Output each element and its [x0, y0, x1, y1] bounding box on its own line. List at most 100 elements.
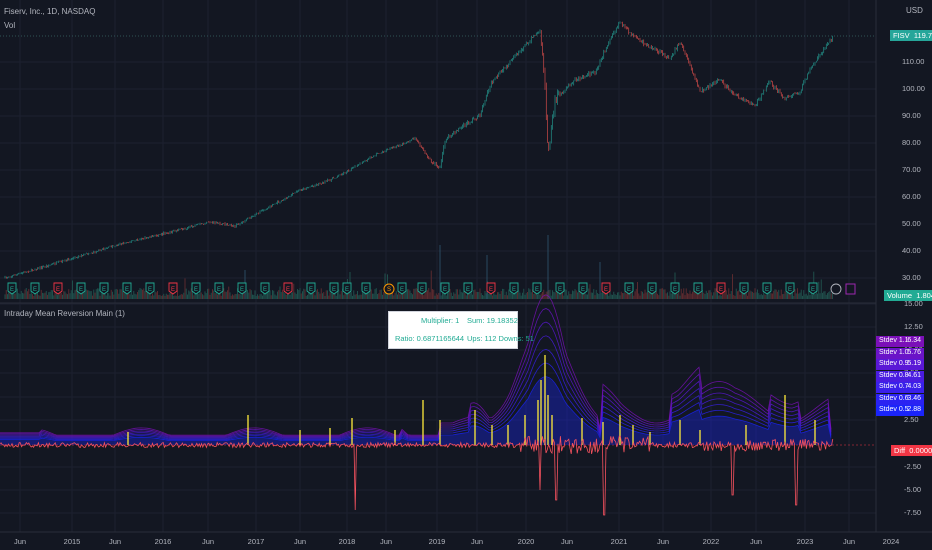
earnings-marker[interactable]: E — [361, 282, 371, 295]
earnings-marker[interactable]: E — [808, 282, 818, 295]
earnings-marker[interactable]: E — [329, 282, 339, 295]
time-tick: Jun — [201, 537, 215, 546]
last-price-value: 119.72 — [913, 31, 932, 40]
symbol-title[interactable]: Fiserv, Inc., 1D, NASDAQ — [4, 7, 96, 16]
price-tick: 70.00 — [902, 165, 921, 174]
stdev-legend-item: Stdev 0.6 3.46 — [876, 393, 924, 405]
earnings-marker[interactable]: E — [191, 282, 201, 295]
earnings-marker[interactable]: E — [785, 282, 795, 295]
volume-tag-value: 1.804M — [916, 291, 932, 300]
earnings-marker[interactable]: E — [762, 282, 772, 295]
stdev-label: Stdev 1.0 — [879, 348, 909, 356]
earnings-marker[interactable]: E — [342, 282, 352, 295]
stdev-label: Stdev 0.6 — [879, 394, 909, 402]
earnings-marker[interactable]: S — [383, 283, 395, 295]
earnings-marker[interactable] — [830, 283, 842, 295]
time-tick: 2015 — [63, 537, 81, 546]
earnings-marker-label: E — [345, 287, 349, 293]
earnings-marker[interactable]: E — [122, 282, 132, 295]
earnings-marker-label: E — [650, 287, 654, 293]
time-tick: Jun — [108, 537, 122, 546]
stdev-value: 5.76 — [907, 348, 921, 356]
time-tick: Jun — [13, 537, 27, 546]
indicator-title[interactable]: Intraday Mean Reversion Main (1) — [4, 309, 125, 318]
earnings-marker-label: E — [719, 287, 723, 293]
stdev-value: 5.19 — [907, 360, 921, 367]
earnings-marker[interactable]: E — [647, 282, 657, 295]
earnings-marker[interactable]: E — [578, 282, 588, 295]
price-tick: 40.00 — [902, 246, 921, 255]
volume-tag-label: Volume — [887, 291, 913, 300]
earnings-marker-label: E — [466, 287, 470, 293]
earnings-marker[interactable]: E — [397, 282, 407, 295]
earnings-marker-label: E — [240, 287, 244, 293]
price-tick: 30.00 — [902, 273, 921, 282]
diff-line — [0, 435, 834, 516]
stdev-band — [0, 348, 832, 440]
earnings-marker[interactable]: E — [99, 282, 109, 295]
earnings-marker-label: E — [673, 287, 677, 293]
earnings-marker-label: E — [512, 287, 516, 293]
earnings-marker[interactable]: E — [670, 282, 680, 295]
time-tick: Jun — [293, 537, 307, 546]
earnings-marker[interactable]: E — [739, 282, 749, 295]
diff-tag-label: Diff — [894, 446, 906, 455]
earnings-marker-label: E — [56, 287, 60, 293]
price-tick: 100.00 — [902, 84, 925, 93]
earnings-marker[interactable]: E — [283, 282, 293, 295]
stdev-legend-item: Stdev 0.8 4.61 — [876, 370, 924, 382]
stdev-label: Stdev 0.7 — [879, 383, 909, 390]
earnings-marker[interactable]: E — [30, 282, 40, 295]
stdev-label: Stdev 0.9 — [879, 360, 909, 367]
earnings-marker[interactable]: E — [417, 282, 427, 295]
earnings-marker[interactable]: E — [601, 282, 611, 295]
volume-tag: Volume 1.804M — [884, 290, 932, 301]
earnings-marker[interactable]: E — [624, 282, 634, 295]
stdev-legend-item: Stdev 0.9 5.19 — [876, 359, 924, 370]
earnings-marker[interactable]: E — [306, 282, 316, 295]
stdev-value: 3.46 — [907, 394, 921, 402]
earnings-marker[interactable]: E — [145, 282, 155, 295]
earnings-marker[interactable]: E — [509, 282, 519, 295]
earnings-marker-label: E — [125, 287, 129, 293]
earnings-marker-label: E — [400, 287, 404, 293]
earnings-marker[interactable]: E — [486, 282, 496, 295]
earnings-marker[interactable]: E — [693, 282, 703, 295]
earnings-marker-label: E — [171, 287, 175, 293]
currency-label: USD — [906, 6, 923, 15]
earnings-marker-label: E — [788, 287, 792, 293]
earnings-marker[interactable]: E — [7, 282, 17, 295]
stdev-label: Stdev 1.1 — [879, 337, 909, 344]
earnings-marker[interactable]: E — [53, 282, 63, 295]
earnings-marker[interactable]: E — [440, 282, 450, 295]
earnings-marker-label: S — [387, 287, 391, 293]
earnings-marker[interactable]: E — [532, 282, 542, 295]
volume-legend[interactable]: Vol — [4, 21, 16, 30]
earnings-marker[interactable]: E — [555, 282, 565, 295]
stdev-band — [0, 308, 832, 437]
stdev-value: 6.34 — [907, 337, 921, 344]
price-tick: 60.00 — [902, 192, 921, 201]
earnings-marker-label: E — [33, 287, 37, 293]
earnings-marker-label: E — [765, 287, 769, 293]
earnings-marker[interactable]: E — [168, 282, 178, 295]
earnings-marker[interactable]: E — [463, 282, 473, 295]
earnings-marker[interactable]: E — [716, 282, 726, 295]
time-tick: 2017 — [247, 537, 265, 546]
stdev-label: Stdev 0.5 — [879, 406, 909, 413]
earnings-marker[interactable]: E — [76, 282, 86, 295]
stats-ratio: Ratio: 0.6871165644 — [395, 334, 465, 343]
earnings-marker[interactable]: E — [237, 282, 247, 295]
time-tick: 2020 — [517, 537, 535, 546]
earnings-marker-label: E — [627, 287, 631, 293]
stats-sum: Sum: 19.18352 — [467, 316, 518, 325]
earnings-marker[interactable]: E — [214, 282, 224, 295]
stats-table: Multiplier: 1 Sum: 19.18352 Ratio: 0.687… — [388, 311, 534, 349]
stdev-legend-item: Stdev 1.0 5.76 — [876, 347, 924, 359]
earnings-marker-label: E — [332, 287, 336, 293]
earnings-marker[interactable]: E — [260, 282, 270, 295]
earnings-marker-label: E — [558, 287, 562, 293]
stdev-band — [0, 335, 832, 439]
dividend-marker[interactable] — [845, 283, 856, 295]
